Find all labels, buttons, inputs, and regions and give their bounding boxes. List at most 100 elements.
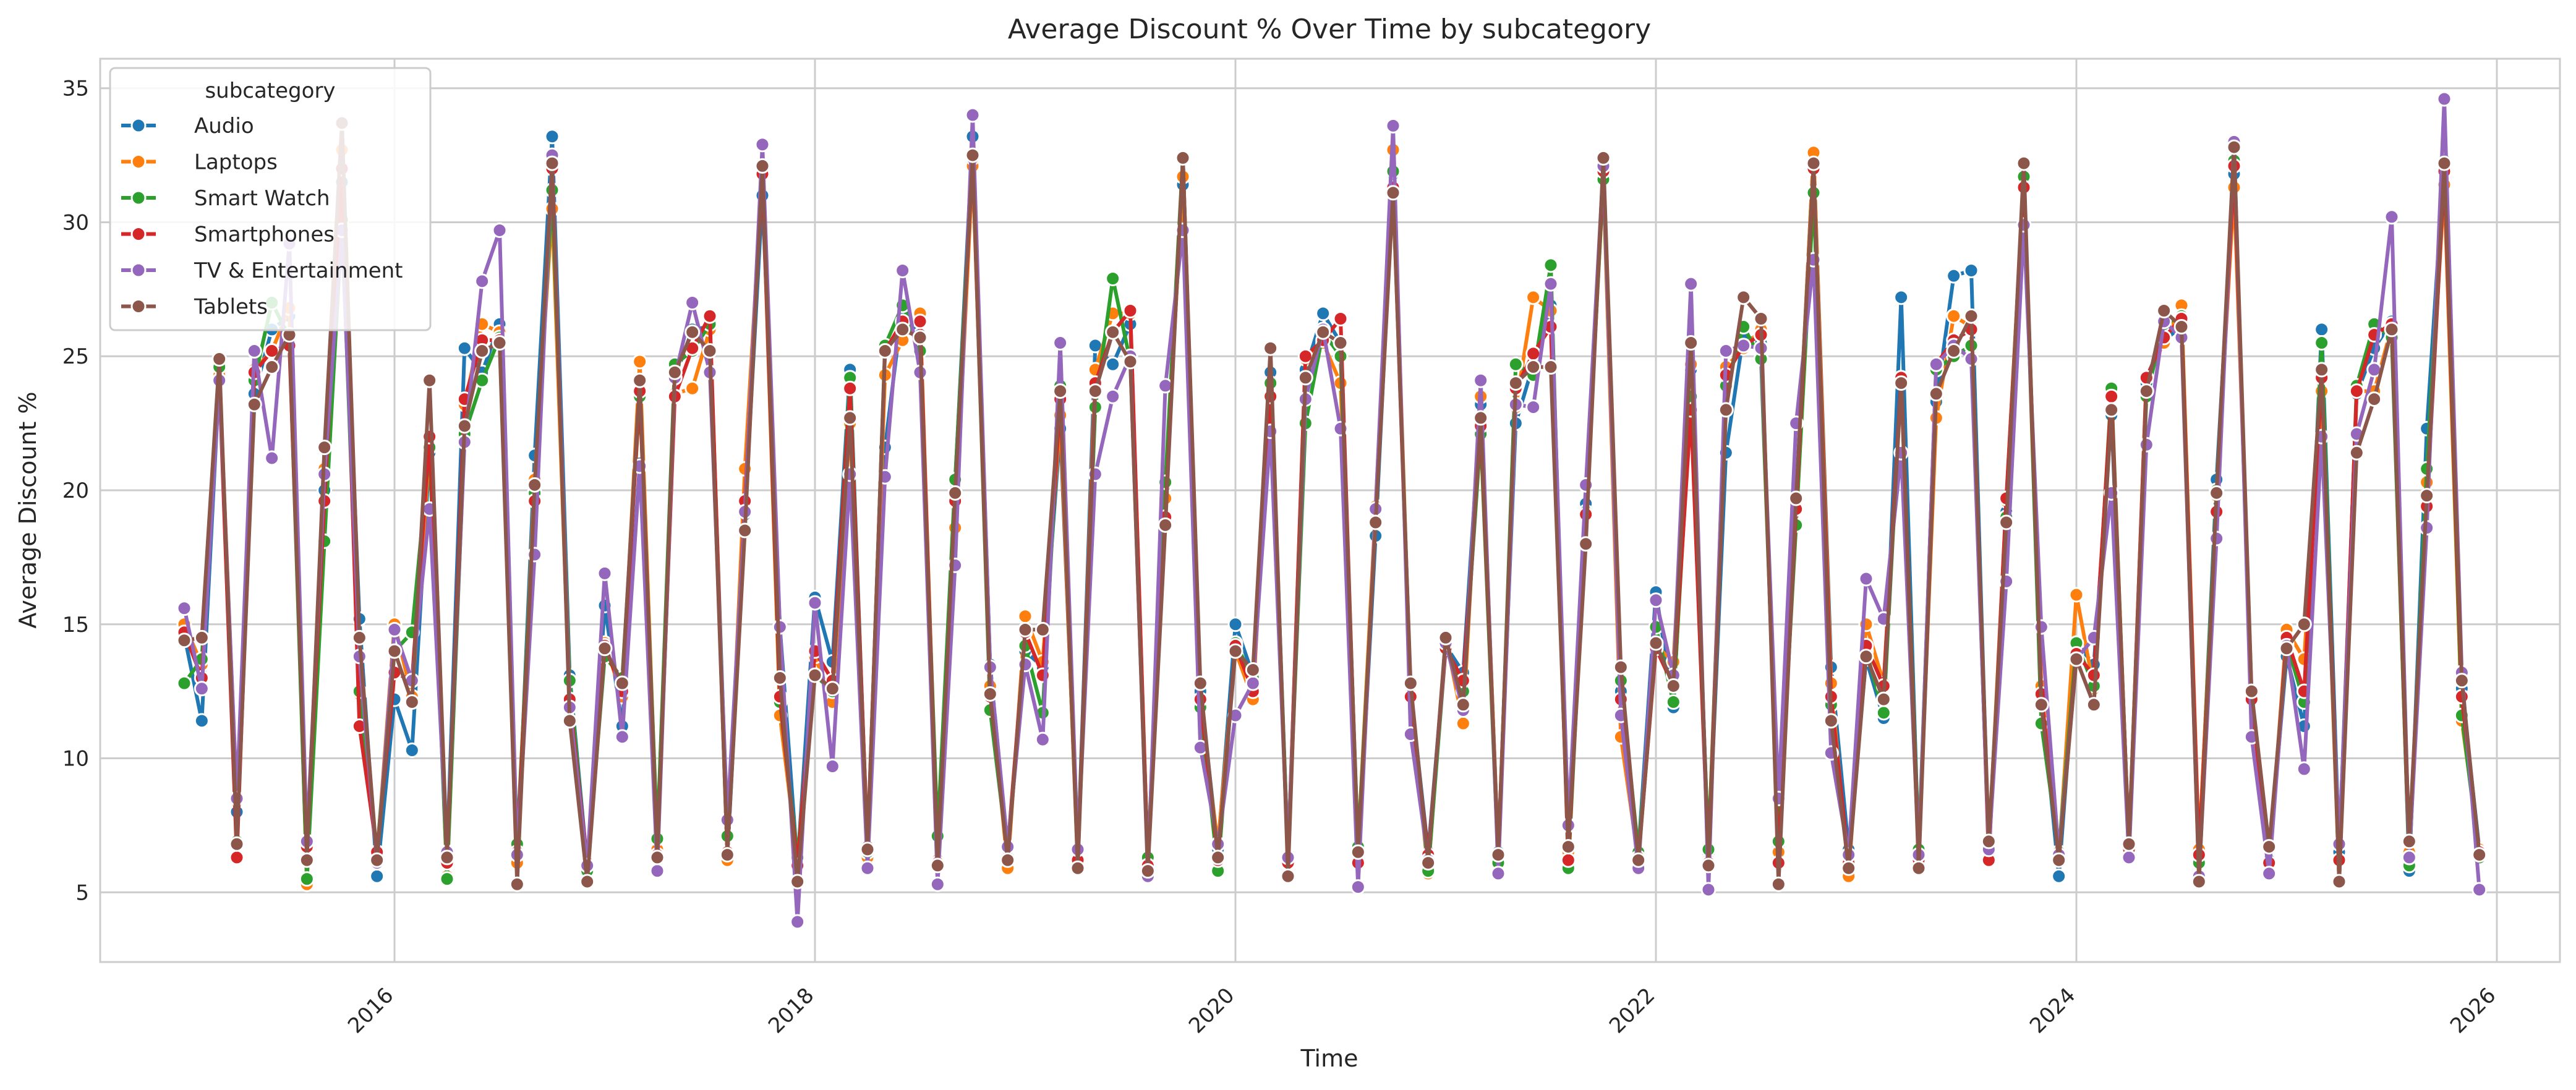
- legend-entry: Laptops: [121, 150, 278, 175]
- data-point: [632, 372, 648, 388]
- data-point: [2051, 852, 2067, 868]
- data-point: [1578, 536, 1594, 552]
- data-point: [1928, 356, 1944, 372]
- data-point: [1297, 370, 1313, 386]
- data-point: [1823, 713, 1839, 729]
- data-point: [1946, 268, 1962, 284]
- data-point: [456, 340, 472, 356]
- data-point: [1034, 621, 1051, 637]
- data-point: [632, 354, 648, 370]
- data-point: [1105, 388, 1121, 404]
- data-point: [2068, 651, 2084, 667]
- data-point: [1473, 410, 1489, 426]
- data-point: [1631, 852, 1647, 868]
- data-point: [912, 313, 928, 330]
- data-point: [1192, 675, 1208, 691]
- data-point: [2436, 155, 2452, 171]
- data-point: [1683, 276, 1699, 292]
- data-point: [685, 295, 701, 311]
- data-point: [1718, 343, 1734, 359]
- data-point: [1858, 571, 1874, 587]
- data-point: [194, 629, 210, 645]
- data-point: [685, 380, 701, 396]
- data-point: [544, 155, 560, 171]
- data-point: [2401, 833, 2417, 849]
- data-point: [614, 675, 630, 691]
- data-point: [1402, 675, 1418, 691]
- data-point: [544, 129, 560, 145]
- data-point: [1595, 150, 1611, 166]
- data-point: [2472, 882, 2488, 898]
- data-point: [579, 874, 595, 890]
- data-point: [2314, 321, 2330, 338]
- data-point: [754, 137, 770, 153]
- data-point: [965, 107, 981, 123]
- x-tick-label: 2016: [343, 983, 398, 1038]
- data-point: [2384, 321, 2400, 338]
- data-point: [702, 308, 718, 324]
- data-point: [2419, 488, 2435, 504]
- data-point: [2296, 761, 2312, 777]
- data-point: [439, 849, 455, 866]
- data-point: [1718, 402, 1734, 418]
- series-tablets: [176, 115, 2488, 892]
- data-point: [2243, 683, 2259, 699]
- data-point: [1245, 662, 1261, 678]
- legend-label: Audio: [194, 114, 254, 138]
- data-point: [1122, 354, 1138, 370]
- data-point: [2348, 445, 2365, 461]
- data-point: [1946, 343, 1962, 359]
- legend-swatch-marker: [130, 262, 147, 278]
- data-point: [1893, 375, 1909, 391]
- data-point: [1700, 858, 1717, 874]
- data-point: [2138, 436, 2154, 453]
- data-point: [1315, 324, 1331, 340]
- data-point: [2033, 619, 2049, 635]
- data-point: [1122, 303, 1138, 319]
- data-point: [1648, 592, 1664, 608]
- data-point: [229, 849, 245, 866]
- chart-title: Average Discount % Over Time by subcateg…: [1008, 14, 1651, 45]
- data-point: [1841, 860, 1857, 876]
- data-point: [2086, 697, 2102, 713]
- data-point: [299, 852, 315, 868]
- data-point: [1280, 868, 1296, 884]
- data-point: [1736, 338, 1752, 354]
- grid: [100, 59, 2560, 962]
- data-point: [772, 670, 788, 686]
- legend-swatch-marker: [130, 154, 147, 169]
- data-point: [1070, 860, 1086, 876]
- data-point: [1665, 678, 1681, 694]
- y-tick-label: 35: [62, 77, 89, 101]
- data-point: [351, 629, 367, 645]
- data-point: [2104, 402, 2120, 418]
- data-point: [1981, 833, 1997, 849]
- legend-entry: Smart Watch: [121, 186, 330, 211]
- x-tick-label: 2026: [2446, 983, 2501, 1038]
- data-point: [2436, 91, 2452, 107]
- data-point: [1806, 155, 1822, 171]
- data-point: [1543, 359, 1559, 375]
- legend-box: [109, 67, 432, 331]
- legend-label: Smartphones: [194, 223, 335, 247]
- data-point: [1350, 844, 1366, 860]
- data-point: [1753, 311, 1769, 327]
- legend-label: Tablets: [194, 295, 268, 320]
- data-point: [176, 675, 192, 691]
- y-tick-label: 5: [75, 880, 89, 905]
- data-point: [2314, 362, 2330, 378]
- data-point: [1648, 635, 1664, 651]
- y-tick-label: 25: [62, 344, 89, 369]
- data-point: [369, 852, 385, 868]
- data-point: [1105, 356, 1121, 372]
- data-point: [176, 632, 192, 649]
- data-point: [404, 694, 420, 710]
- data-point: [1613, 659, 1629, 675]
- data-point: [2226, 139, 2242, 155]
- data-point: [1473, 372, 1489, 388]
- data-point: [509, 876, 525, 892]
- data-point: [685, 324, 701, 340]
- data-point: [456, 418, 472, 434]
- legend-swatch-marker: [130, 299, 147, 314]
- data-point: [1140, 863, 1156, 879]
